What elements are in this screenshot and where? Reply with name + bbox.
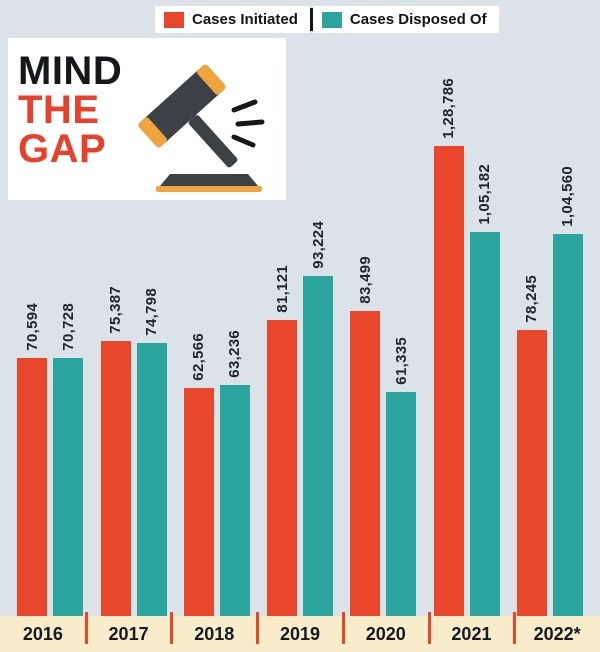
legend-item-cases-disposed: Cases Disposed Of [312,6,499,33]
legend-swatch-initiated-icon [164,11,184,28]
bar-wrap: 1,04,560 [552,166,583,616]
title-line-the: THE [18,88,100,133]
bar-value-label: 1,28,786 [440,78,457,139]
bar-wrap: 1,28,786 [433,78,464,616]
year-label-2019: 2019 [256,612,343,652]
bar-wrap: 63,236 [219,330,250,616]
year-label-2021: 2021 [427,612,515,652]
bar-cases-initiated-2017 [100,341,131,616]
bar-wrap: 81,121 [267,265,297,616]
bars-row: 70,594 70,728 75,387 74,798 62,566 63,236 81,1… [0,26,600,616]
bar-group-2021: 1,28,786 1,05,182 [433,78,500,616]
bar-wrap: 93,224 [303,221,333,616]
year-label-2017: 2017 [84,612,172,652]
bar-cases-disposed-of-2017 [136,343,167,616]
bar-value-label: 81,121 [273,265,291,313]
bar-value-label: 62,566 [190,333,208,381]
bar-cases-disposed-of-2016 [53,358,84,616]
legend-swatch-disposed-icon [321,11,342,28]
year-label-2020: 2020 [341,612,429,652]
bar-value-label: 83,499 [356,256,374,304]
year-label-2016: 2016 [22,623,63,644]
bar-wrap: 70,728 [53,303,84,616]
legend-item-cases-initiated: Cases Initiated [155,6,310,33]
bar-value-label: 93,224 [309,221,327,269]
bar-cases-initiated-2018 [183,388,214,616]
x-axis-year-strip: 2016 2017 2018 2019 2020 2021 2022* [0,612,600,652]
bar-cases-initiated-2021 [433,146,464,616]
bar-cases-initiated-2016 [17,358,48,616]
bar-value-label: 70,728 [59,303,77,351]
gavel-icon [112,44,282,196]
legend: Cases Initiated Cases Disposed Of [155,6,499,33]
bar-wrap: 61,335 [386,337,417,616]
bar-wrap: 75,387 [100,286,131,616]
bar-group-2016: 70,594 70,728 [17,303,84,616]
bar-wrap: 1,05,182 [469,164,500,616]
bar-cases-disposed-of-2020 [386,392,417,616]
bar-value-label: 63,236 [226,330,244,378]
bar-value-label: 78,245 [523,275,541,323]
bar-wrap: 74,798 [136,288,167,616]
title-card: MIND THE GAP [8,38,286,200]
legend-label-disposed: Cases Disposed Of [349,11,487,28]
bar-wrap: 83,499 [350,256,381,616]
bar-value-label: 70,594 [23,303,41,351]
year-label-2018: 2018 [170,612,257,652]
bar-group-2019: 81,121 93,224 [267,221,333,616]
year-label-2022: 2022* [513,612,600,652]
title-line-mind: MIND [18,49,123,93]
bar-value-label: 61,335 [392,337,410,385]
bar-cases-initiated-2022 [516,330,547,616]
bar-cases-initiated-2019 [267,320,297,616]
legend-divider [309,8,313,31]
bar-group-2020: 83,499 61,335 [350,256,417,616]
bar-group-2018: 62,566 63,236 [183,330,250,616]
bar-value-label: 75,387 [107,286,124,334]
bar-value-label: 1,04,560 [559,166,577,227]
bar-group-2022: 78,245 1,04,560 [516,166,583,616]
bar-cases-disposed-of-2021 [469,232,500,616]
chart-title: MIND THE GAP [8,38,122,200]
bar-cases-initiated-2020 [350,311,381,616]
bar-cases-disposed-of-2022 [552,234,583,616]
title-line-gap: GAP [18,127,107,172]
legend-label-initiated: Cases Initiated [192,11,298,28]
bar-cases-disposed-of-2018 [219,385,250,616]
bar-wrap: 70,594 [17,303,48,616]
bar-group-2017: 75,387 74,798 [100,286,167,616]
bar-value-label: 74,798 [143,288,160,336]
bar-value-label: 1,05,182 [476,164,493,225]
bar-cases-disposed-of-2019 [303,276,333,616]
bar-wrap: 62,566 [183,333,214,616]
bar-wrap: 78,245 [516,275,547,616]
